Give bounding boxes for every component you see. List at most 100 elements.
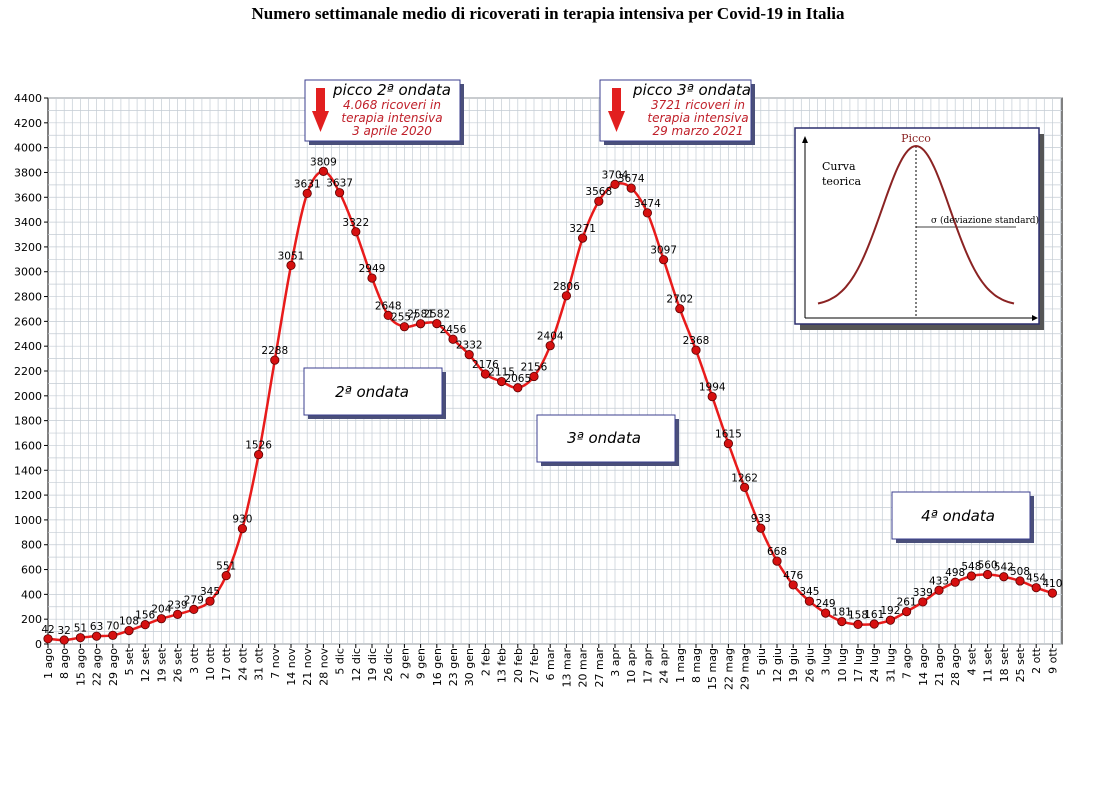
data-label: 339	[913, 587, 933, 599]
wave2-label-box: 2ª ondata	[303, 367, 446, 419]
data-label: 158	[848, 609, 868, 621]
data-point	[383, 310, 393, 321]
data-label: 32	[58, 625, 71, 637]
data-point	[950, 577, 960, 587]
data-label: 70	[106, 620, 119, 632]
data-point	[885, 615, 896, 625]
data-label: 192	[880, 605, 900, 617]
data-point	[658, 255, 669, 265]
data-label: 3568	[585, 186, 612, 198]
data-point	[691, 345, 701, 355]
x-tick-label: 6 mar	[544, 648, 557, 681]
x-tick-label: 2 gen	[398, 648, 411, 679]
x-tick-label: 16 gen	[431, 648, 444, 686]
chart-title: Numero settimanale medio di ricoverati i…	[252, 4, 845, 23]
data-point	[464, 350, 474, 360]
data-point	[610, 179, 620, 189]
y-tick-label: 400	[21, 588, 42, 601]
peak3-line-3: 29 marzo 2021	[652, 124, 743, 138]
x-tick-label: 24 apr	[658, 648, 671, 684]
x-axis: 1 ago 8 ago 15 ago 22 ago 29 ago 5 set 12 set 1…	[42, 644, 1059, 690]
data-label: 108	[119, 616, 139, 628]
data-label: 345	[200, 586, 220, 598]
data-label: 3704	[602, 169, 629, 181]
data-label: 161	[864, 609, 884, 621]
y-tick-label: 3800	[14, 166, 42, 179]
series-line	[47, 170, 1053, 642]
x-tick-label: 24 lug	[868, 648, 881, 683]
data-label: 2581	[407, 309, 434, 321]
data-point	[351, 227, 361, 237]
data-label: 3271	[569, 223, 596, 235]
inset-frame	[794, 127, 1040, 325]
data-point	[545, 341, 555, 351]
y-tick-label: 3600	[14, 191, 42, 204]
x-tick-label: 10 apr	[625, 648, 638, 684]
x-tick-label: 7 nov	[269, 648, 282, 679]
data-point	[561, 291, 572, 301]
x-tick-label: 10 ott	[204, 647, 217, 681]
data-point	[1015, 576, 1025, 586]
y-tick-label: 200	[21, 613, 42, 626]
y-tick-label: 0	[35, 638, 42, 651]
data-label: 3631	[294, 178, 321, 190]
x-tick-label: 9 ott	[1046, 647, 1059, 674]
x-tick-label: 13 mar	[560, 648, 573, 688]
data-label: 2648	[375, 300, 402, 312]
data-label: 1262	[731, 472, 758, 484]
data-point	[918, 597, 928, 607]
y-tick-label: 3200	[14, 241, 42, 254]
data-label: 2582	[423, 309, 450, 321]
x-tick-label: 26 giu	[803, 648, 816, 683]
data-label: 2065	[504, 373, 531, 385]
inset-curve-label-1: Curva	[822, 160, 856, 173]
data-point	[59, 635, 69, 645]
data-label: 933	[751, 513, 771, 525]
wave4-label: 4ª ondata	[921, 507, 995, 525]
data-point	[124, 625, 134, 636]
data-label: 668	[767, 546, 787, 558]
data-label: 433	[929, 575, 949, 587]
y-tick-label: 1400	[14, 464, 42, 477]
data-point	[448, 334, 458, 344]
x-tick-label: 24 ott	[236, 647, 249, 681]
data-point	[43, 634, 53, 644]
data-label: 3051	[278, 250, 305, 262]
data-point	[496, 376, 507, 387]
inset-peak-label: Picco	[901, 132, 931, 145]
x-tick-label: 28 ago	[949, 648, 962, 686]
data-point	[432, 318, 442, 329]
data-label: 498	[945, 567, 965, 579]
data-point	[982, 569, 993, 580]
data-point	[966, 571, 977, 581]
x-tick-label: 19 dic	[366, 648, 379, 682]
data-point	[173, 609, 183, 619]
data-point	[108, 630, 118, 640]
peak2-line-2: terapia intensiva	[341, 111, 442, 125]
peak2-title: picco 2ª ondata	[332, 81, 451, 99]
data-label: 249	[816, 598, 836, 610]
data-label: 3097	[650, 245, 677, 257]
data-label: 261	[897, 597, 917, 609]
x-tick-label: 2 feb	[479, 648, 492, 676]
series-ricoverati: 42 32 51 63 70 108156204239279345551930152622…	[41, 156, 1062, 645]
inset-curve-label-2: teorica	[822, 175, 861, 188]
x-tick-label: 19 giu	[787, 648, 800, 683]
data-label: 551	[216, 561, 236, 573]
x-tick-label: 3 ott	[188, 647, 201, 674]
data-point	[286, 260, 296, 270]
theoretical-curve-inset: Picco Curva teorica σ (deviazione standa…	[794, 127, 1044, 330]
y-tick-label: 2600	[14, 315, 42, 328]
x-tick-label: 27 mar	[593, 648, 606, 688]
y-tick-label: 800	[21, 539, 42, 552]
x-tick-label: 26 set	[172, 647, 185, 682]
y-tick-label: 3000	[14, 266, 42, 279]
y-tick-label: 1200	[14, 489, 42, 502]
x-tick-label: 13 feb	[496, 648, 509, 683]
wave3-label: 3ª ondata	[567, 429, 641, 447]
data-point	[529, 371, 539, 382]
data-label: 2806	[553, 281, 580, 293]
data-point	[642, 208, 653, 218]
data-label: 560	[978, 560, 998, 572]
x-tick-label: 15 mag	[706, 648, 719, 690]
